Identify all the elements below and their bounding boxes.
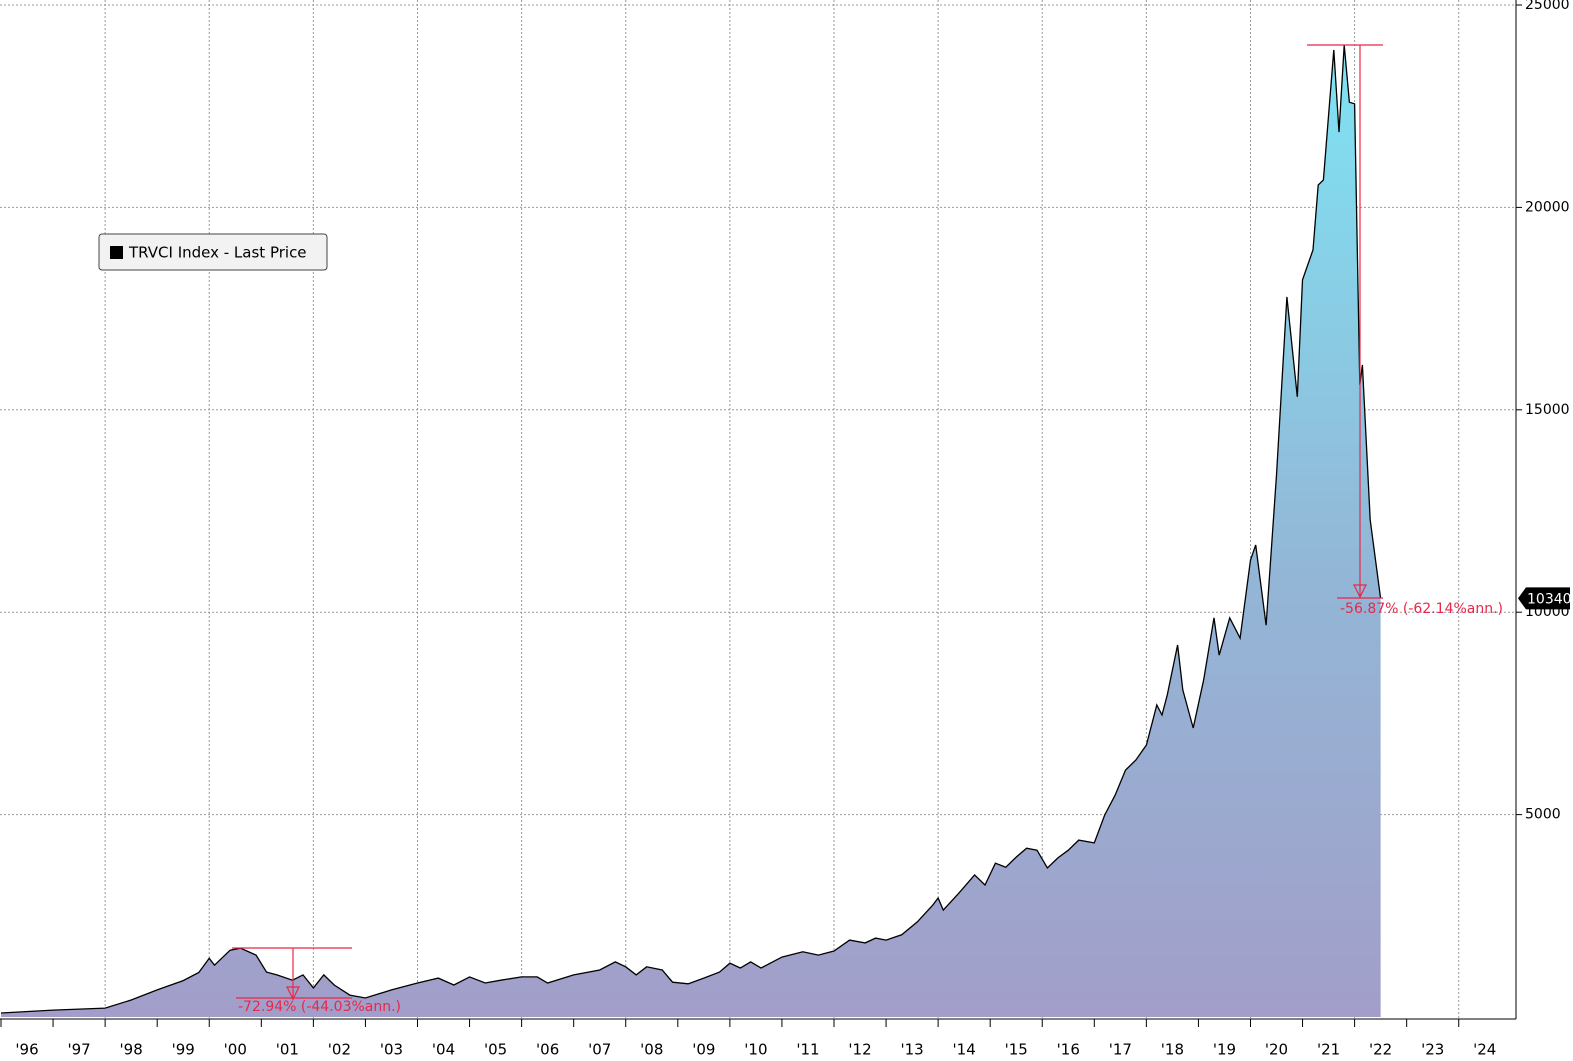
x-tick-label: '03: [380, 1041, 403, 1059]
legend-label: TRVCI Index - Last Price: [128, 244, 307, 262]
x-tick-label: '01: [276, 1041, 299, 1059]
x-tick-label: '10: [744, 1041, 767, 1059]
legend-swatch: [110, 246, 123, 259]
x-tick-label: '20: [1265, 1041, 1288, 1059]
x-tick-label: '15: [1005, 1041, 1028, 1059]
x-tick-label: '98: [120, 1041, 143, 1059]
x-tick-label: '23: [1421, 1041, 1444, 1059]
x-tick-label: '13: [900, 1041, 923, 1059]
y-tick-label: 25000: [1525, 0, 1570, 13]
x-tick-label: '05: [484, 1041, 507, 1059]
x-tick-label: '00: [224, 1041, 247, 1059]
x-tick-label: '16: [1057, 1041, 1080, 1059]
x-tick-label: '07: [588, 1041, 611, 1059]
x-tick-label: '06: [536, 1041, 559, 1059]
y-tick-label: 5000: [1525, 807, 1561, 823]
annotation: -56.87% (-62.14%ann.): [1340, 601, 1503, 617]
x-tick-label: '17: [1109, 1041, 1132, 1059]
x-tick-label: '99: [172, 1041, 195, 1059]
legend: TRVCI Index - Last Price: [98, 233, 328, 271]
legend-box: [98, 233, 328, 271]
x-tick-label: '08: [640, 1041, 663, 1059]
x-tick-label: '24: [1473, 1041, 1496, 1059]
y-tick-label: 10000: [1525, 604, 1570, 620]
x-tick-label: '11: [796, 1041, 819, 1059]
y-tick-label: 15000: [1525, 402, 1570, 418]
x-tick-label: '12: [848, 1041, 871, 1059]
x-tick-label: '97: [67, 1041, 90, 1059]
x-tick-label: '09: [692, 1041, 715, 1059]
x-tick-label: '21: [1317, 1041, 1340, 1059]
line: [0, 45, 1382, 1014]
drawdown-markers: [232, 44, 1383, 1001]
x-tick-label: '96: [15, 1041, 38, 1059]
last-price-label: 10340: [1527, 591, 1572, 607]
y-tick-label: 20000: [1525, 199, 1570, 215]
x-tick-label: '18: [1161, 1041, 1184, 1059]
area: [1, 45, 1381, 1018]
x-tick-label: '14: [953, 1041, 976, 1059]
x-tick-label: '22: [1369, 1041, 1392, 1059]
x-tick-label: '19: [1213, 1041, 1236, 1059]
x-tick-label: '04: [432, 1041, 455, 1059]
annotation: -72.94% (-44.03%ann.): [238, 999, 401, 1015]
x-tick-label: '02: [328, 1041, 351, 1059]
last-price-tag: [1518, 587, 1570, 610]
